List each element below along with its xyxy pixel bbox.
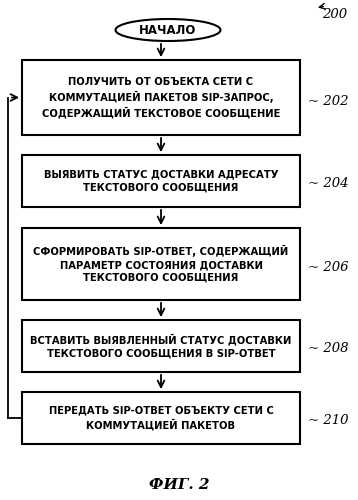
Bar [22,228,300,300]
Ellipse shape [116,19,221,41]
Text: СФОРМИРОВАТЬ SIP-ОТВЕТ, СОДЕРЖАЩИЙ
ПАРАМЕТР СОСТОЯНИЯ ДОСТАВКИ
ТЕКСТОВОГО СООБЩЕ: СФОРМИРОВАТЬ SIP-ОТВЕТ, СОДЕРЖАЩИЙ ПАРАМ… [33,245,289,283]
Text: ПЕРЕДАТЬ SIP-ОТВЕТ ОБЪЕКТУ СЕТИ С
КОММУТАЦИЕЙ ПАКЕТОВ: ПЕРЕДАТЬ SIP-ОТВЕТ ОБЪЕКТУ СЕТИ С КОММУТ… [49,406,274,430]
Text: НАЧАЛО: НАЧАЛО [139,24,197,36]
Bar [22,155,300,207]
Text: ВЫЯВИТЬ СТАТУС ДОСТАВКИ АДРЕСАТУ
ТЕКСТОВОГО СООБЩЕНИЯ: ВЫЯВИТЬ СТАТУС ДОСТАВКИ АДРЕСАТУ ТЕКСТОВ… [44,170,278,192]
Text: ~ 210: ~ 210 [308,414,348,427]
Text: ~ 208: ~ 208 [308,342,348,355]
Text: ВСТАВИТЬ ВЫЯВЛЕННЫЙ СТАТУС ДОСТАВКИ
ТЕКСТОВОГО СООБЩЕНИЯ В SIP-ОТВЕТ: ВСТАВИТЬ ВЫЯВЛЕННЫЙ СТАТУС ДОСТАВКИ ТЕКС… [30,334,292,358]
Text: 200: 200 [322,8,347,20]
Bar [22,60,300,135]
Text: ПОЛУЧИТЬ ОТ ОБЪЕКТА СЕТИ С
КОММУТАЦИЕЙ ПАКЕТОВ SIP-ЗАПРОС,
СОДЕРЖАЩИЙ ТЕКСТОВОЕ : ПОЛУЧИТЬ ОТ ОБЪЕКТА СЕТИ С КОММУТАЦИЕЙ П… [42,77,280,118]
Bar [22,320,300,372]
Text: ФИГ. 2: ФИГ. 2 [149,478,209,492]
Text: ~ 202: ~ 202 [308,95,348,108]
Text: ~ 206: ~ 206 [308,261,348,274]
Text: ~ 204: ~ 204 [308,177,348,190]
Bar [22,392,300,444]
